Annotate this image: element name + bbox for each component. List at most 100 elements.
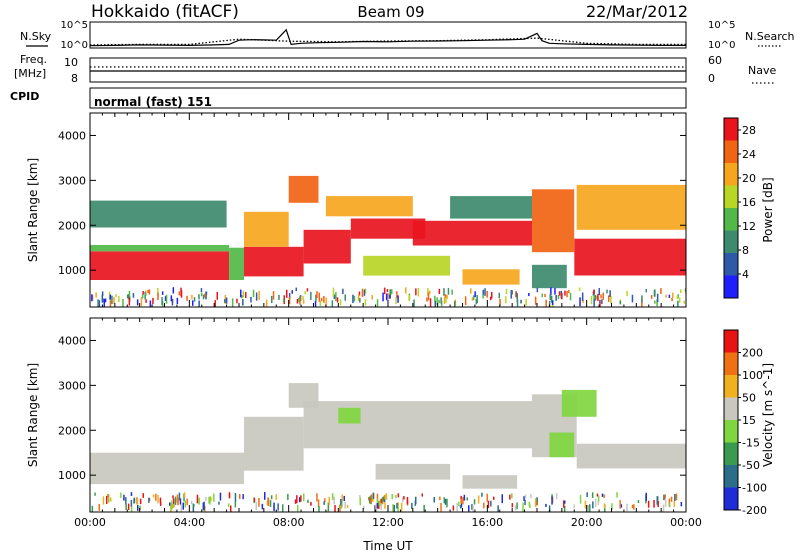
speckle bbox=[145, 292, 147, 296]
speckle bbox=[535, 501, 538, 506]
speckle bbox=[452, 505, 455, 511]
speckle bbox=[534, 498, 537, 508]
ytick-label-2: 3000 bbox=[58, 379, 86, 392]
speckle bbox=[516, 502, 518, 510]
speckle bbox=[363, 505, 365, 509]
speckle bbox=[551, 494, 553, 499]
speckle bbox=[483, 502, 485, 509]
speckle bbox=[178, 291, 180, 296]
speckle bbox=[344, 502, 346, 509]
speckle bbox=[125, 504, 127, 510]
speckle bbox=[307, 499, 309, 503]
speckle bbox=[439, 496, 441, 501]
speckle bbox=[186, 498, 188, 506]
colorbar-label-5: 24 bbox=[742, 148, 756, 161]
speckle bbox=[462, 497, 464, 505]
speckle bbox=[214, 300, 216, 307]
speckle bbox=[665, 294, 667, 298]
speckle bbox=[677, 294, 679, 299]
speckle bbox=[445, 294, 447, 303]
ytick-label-2: 3000 bbox=[58, 174, 86, 187]
speckle bbox=[179, 498, 182, 505]
speckle bbox=[626, 503, 628, 512]
speckle bbox=[619, 300, 622, 305]
speckle bbox=[109, 294, 112, 300]
speckle bbox=[482, 289, 484, 295]
speckle bbox=[433, 497, 435, 503]
speckle bbox=[261, 503, 264, 510]
xtick-label-3: 12:00 bbox=[372, 516, 404, 529]
speckle bbox=[528, 293, 530, 297]
speckle bbox=[191, 294, 193, 300]
speckle bbox=[334, 505, 336, 512]
speckle bbox=[473, 499, 476, 505]
velocity-heatmap bbox=[90, 383, 686, 512]
speckle bbox=[148, 497, 150, 503]
speckle bbox=[210, 497, 212, 502]
speckle bbox=[529, 504, 531, 509]
speckle bbox=[139, 498, 142, 505]
speckle bbox=[172, 498, 175, 508]
region-5 bbox=[576, 443, 686, 469]
noise-plot bbox=[89, 28, 686, 47]
speckle bbox=[161, 291, 164, 295]
nave-tick-top: 60 bbox=[708, 54, 722, 67]
speckle bbox=[94, 492, 96, 496]
speckle bbox=[303, 493, 305, 502]
speckle bbox=[171, 298, 174, 306]
speckle bbox=[548, 301, 551, 307]
speckle bbox=[130, 505, 133, 512]
speckle bbox=[161, 297, 163, 305]
speckle bbox=[316, 291, 318, 299]
speckle bbox=[136, 299, 139, 306]
speckle bbox=[657, 500, 659, 508]
speckle bbox=[296, 495, 298, 504]
speckle bbox=[242, 290, 244, 298]
speckle bbox=[137, 505, 139, 511]
speckle bbox=[196, 494, 199, 504]
speckle bbox=[336, 297, 339, 303]
speckle bbox=[227, 503, 230, 507]
speckle bbox=[115, 294, 117, 298]
speckle bbox=[198, 294, 200, 300]
speckle bbox=[266, 500, 269, 506]
speckle bbox=[663, 494, 665, 501]
speckle bbox=[382, 496, 384, 502]
speckle bbox=[383, 287, 386, 295]
speckle bbox=[662, 504, 665, 512]
speckle bbox=[426, 297, 428, 302]
speckle bbox=[371, 294, 373, 300]
speckle bbox=[647, 500, 650, 508]
speckle bbox=[510, 290, 512, 299]
speckle bbox=[294, 499, 297, 504]
speckle bbox=[523, 496, 525, 501]
speckle bbox=[142, 493, 144, 498]
speckle bbox=[324, 498, 326, 502]
xtick-label-0: 00:00 bbox=[74, 516, 106, 529]
speckle bbox=[277, 503, 279, 511]
speckle bbox=[670, 496, 673, 502]
speckle bbox=[477, 495, 480, 504]
speckle bbox=[631, 294, 634, 303]
region-3 bbox=[303, 401, 533, 449]
speckle bbox=[408, 294, 410, 302]
speckle bbox=[331, 300, 334, 307]
region-12 bbox=[574, 238, 686, 276]
cpid-panel-frame bbox=[89, 87, 687, 109]
speckle bbox=[391, 289, 393, 295]
speckle bbox=[581, 292, 584, 301]
speckle bbox=[626, 291, 628, 297]
speckle bbox=[593, 298, 595, 307]
region-9 bbox=[412, 220, 532, 246]
speckle bbox=[444, 294, 447, 298]
speckle bbox=[380, 498, 383, 504]
speckle bbox=[525, 298, 527, 306]
speckle bbox=[295, 287, 297, 292]
speckle bbox=[198, 300, 200, 307]
colorbar-swatch-4 bbox=[724, 420, 738, 443]
speckle bbox=[339, 504, 341, 512]
speckle bbox=[413, 299, 415, 307]
speckle bbox=[487, 500, 490, 509]
speckle bbox=[234, 501, 237, 508]
speckle bbox=[346, 504, 349, 509]
